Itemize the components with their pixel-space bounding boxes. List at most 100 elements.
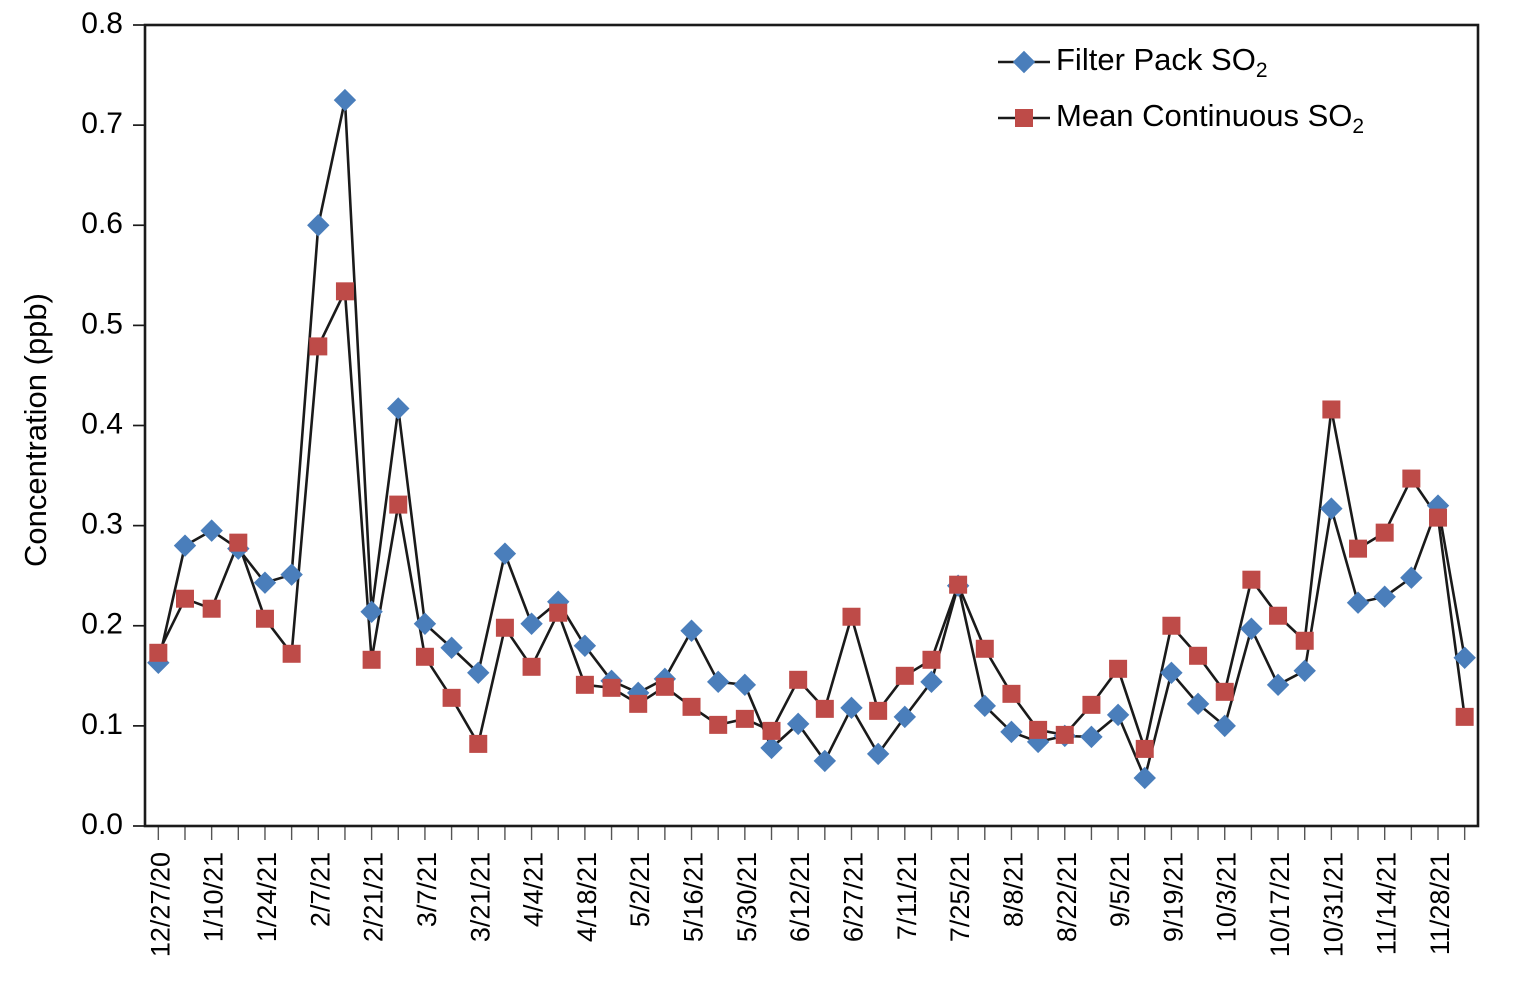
series-polyline [157, 99, 1466, 783]
data-point-marker [493, 542, 517, 565]
data-point-marker [1186, 692, 1210, 716]
data-point-marker [149, 643, 168, 662]
data-point-marker [1453, 646, 1476, 669]
legend-label-base: Mean Continuous SO [1056, 98, 1352, 133]
x-tick-label: 9/5/21 [1105, 852, 1135, 927]
y-tick-label: 0.5 [81, 307, 123, 340]
data-point-marker [255, 609, 274, 628]
data-point-marker [1012, 50, 1036, 74]
data-point-marker [893, 705, 917, 729]
data-point-marker [1373, 585, 1396, 608]
data-point-marker [1322, 400, 1341, 419]
data-point-marker [467, 661, 490, 685]
x-tick-label: 4/4/21 [519, 852, 549, 927]
series-layer [147, 88, 1476, 790]
plot-frame [143, 23, 1480, 828]
x-tick-label: 2/7/21 [305, 852, 335, 927]
data-point-marker [175, 589, 194, 608]
data-point-marker [333, 88, 357, 112]
x-tick-label: 10/31/21 [1318, 852, 1348, 957]
data-point-marker [1135, 739, 1154, 758]
data-point-marker [1375, 523, 1394, 542]
legend-item-mean-continuous[interactable]: Mean Continuous SO2 [998, 98, 1364, 138]
legend-label: Filter Pack SO2 [1056, 42, 1268, 81]
data-point-marker [1402, 469, 1421, 488]
data-point-marker [549, 603, 568, 622]
data-point-marker [1082, 695, 1101, 714]
data-point-marker [735, 709, 754, 728]
data-point-marker [573, 634, 597, 657]
data-point-marker [1429, 508, 1448, 527]
x-tick-label: 9/19/21 [1158, 852, 1188, 942]
data-point-marker [1160, 661, 1183, 685]
data-point-marker [1000, 720, 1023, 744]
x-tick-label: 2/21/21 [359, 852, 389, 942]
data-point-marker [813, 749, 837, 773]
data-point-marker [840, 696, 863, 720]
data-point-marker [1189, 646, 1208, 665]
data-point-marker [520, 612, 543, 635]
data-point-marker [1029, 720, 1048, 739]
data-point-marker [760, 736, 783, 760]
data-point-marker [922, 650, 941, 669]
data-point-marker [706, 670, 730, 694]
legend-label-subscript: 2 [1352, 115, 1364, 138]
data-point-marker [362, 650, 381, 669]
data-point-marker [655, 677, 674, 696]
legend-label: Mean Continuous SO2 [1056, 98, 1364, 137]
y-axis-title-group: Concentration (ppb) [18, 293, 53, 567]
x-tick-label: 8/22/21 [1052, 852, 1082, 942]
x-tick-label: 1/24/21 [252, 852, 282, 942]
data-point-marker [1293, 659, 1316, 683]
data-point-marker [789, 670, 808, 689]
x-tick-label: 4/18/21 [572, 852, 602, 942]
data-point-marker [200, 519, 223, 542]
data-point-marker [440, 636, 463, 659]
data-point-marker [309, 337, 328, 356]
data-point-marker [1055, 725, 1074, 744]
data-point-marker [1106, 703, 1130, 727]
data-point-marker [335, 282, 354, 301]
data-point-marker [469, 734, 488, 753]
data-point-marker [1015, 109, 1033, 127]
data-point-marker [415, 647, 434, 666]
x-tick-label: 8/8/21 [998, 852, 1028, 927]
x-tick-label: 5/30/21 [732, 852, 762, 942]
data-point-marker [387, 397, 410, 420]
data-point-marker [1346, 591, 1370, 614]
y-tick-label: 0.6 [81, 207, 123, 240]
data-point-marker [629, 694, 648, 713]
data-point-marker [1269, 606, 1288, 625]
y-tick-label: 0.8 [81, 7, 123, 40]
x-tick-label: 5/16/21 [679, 852, 709, 942]
data-point-marker [975, 639, 994, 658]
x-tick-label: 10/3/21 [1212, 852, 1242, 942]
data-point-marker [1133, 766, 1156, 790]
x-tick-label: 12/27/20 [145, 852, 175, 957]
data-point-marker [866, 742, 890, 766]
y-tick-label: 0.1 [81, 708, 123, 741]
data-point-marker [360, 600, 383, 623]
data-point-marker [680, 619, 703, 642]
data-point-marker [1215, 682, 1234, 701]
y-tick-label: 0.7 [81, 107, 123, 140]
x-tick-label: 3/21/21 [465, 852, 495, 942]
y-tick-label: 0.4 [81, 407, 123, 440]
data-point-marker [495, 618, 514, 637]
data-point-marker [1455, 707, 1474, 726]
data-point-marker [762, 721, 781, 740]
data-point-marker [1109, 659, 1128, 678]
data-point-marker [1266, 673, 1290, 697]
series-filter-pack [157, 99, 1466, 783]
data-point-marker [1213, 714, 1236, 738]
data-point-marker [253, 571, 277, 594]
data-point-marker [1162, 616, 1181, 635]
data-point-marker [1320, 497, 1343, 520]
legend-label-subscript: 2 [1256, 59, 1268, 82]
data-point-marker [1240, 617, 1263, 640]
legend-item-filter-pack[interactable]: Filter Pack SO2 [998, 42, 1268, 82]
series-markers-filter-pack [147, 88, 1476, 790]
legend-label-base: Filter Pack SO [1056, 42, 1256, 77]
